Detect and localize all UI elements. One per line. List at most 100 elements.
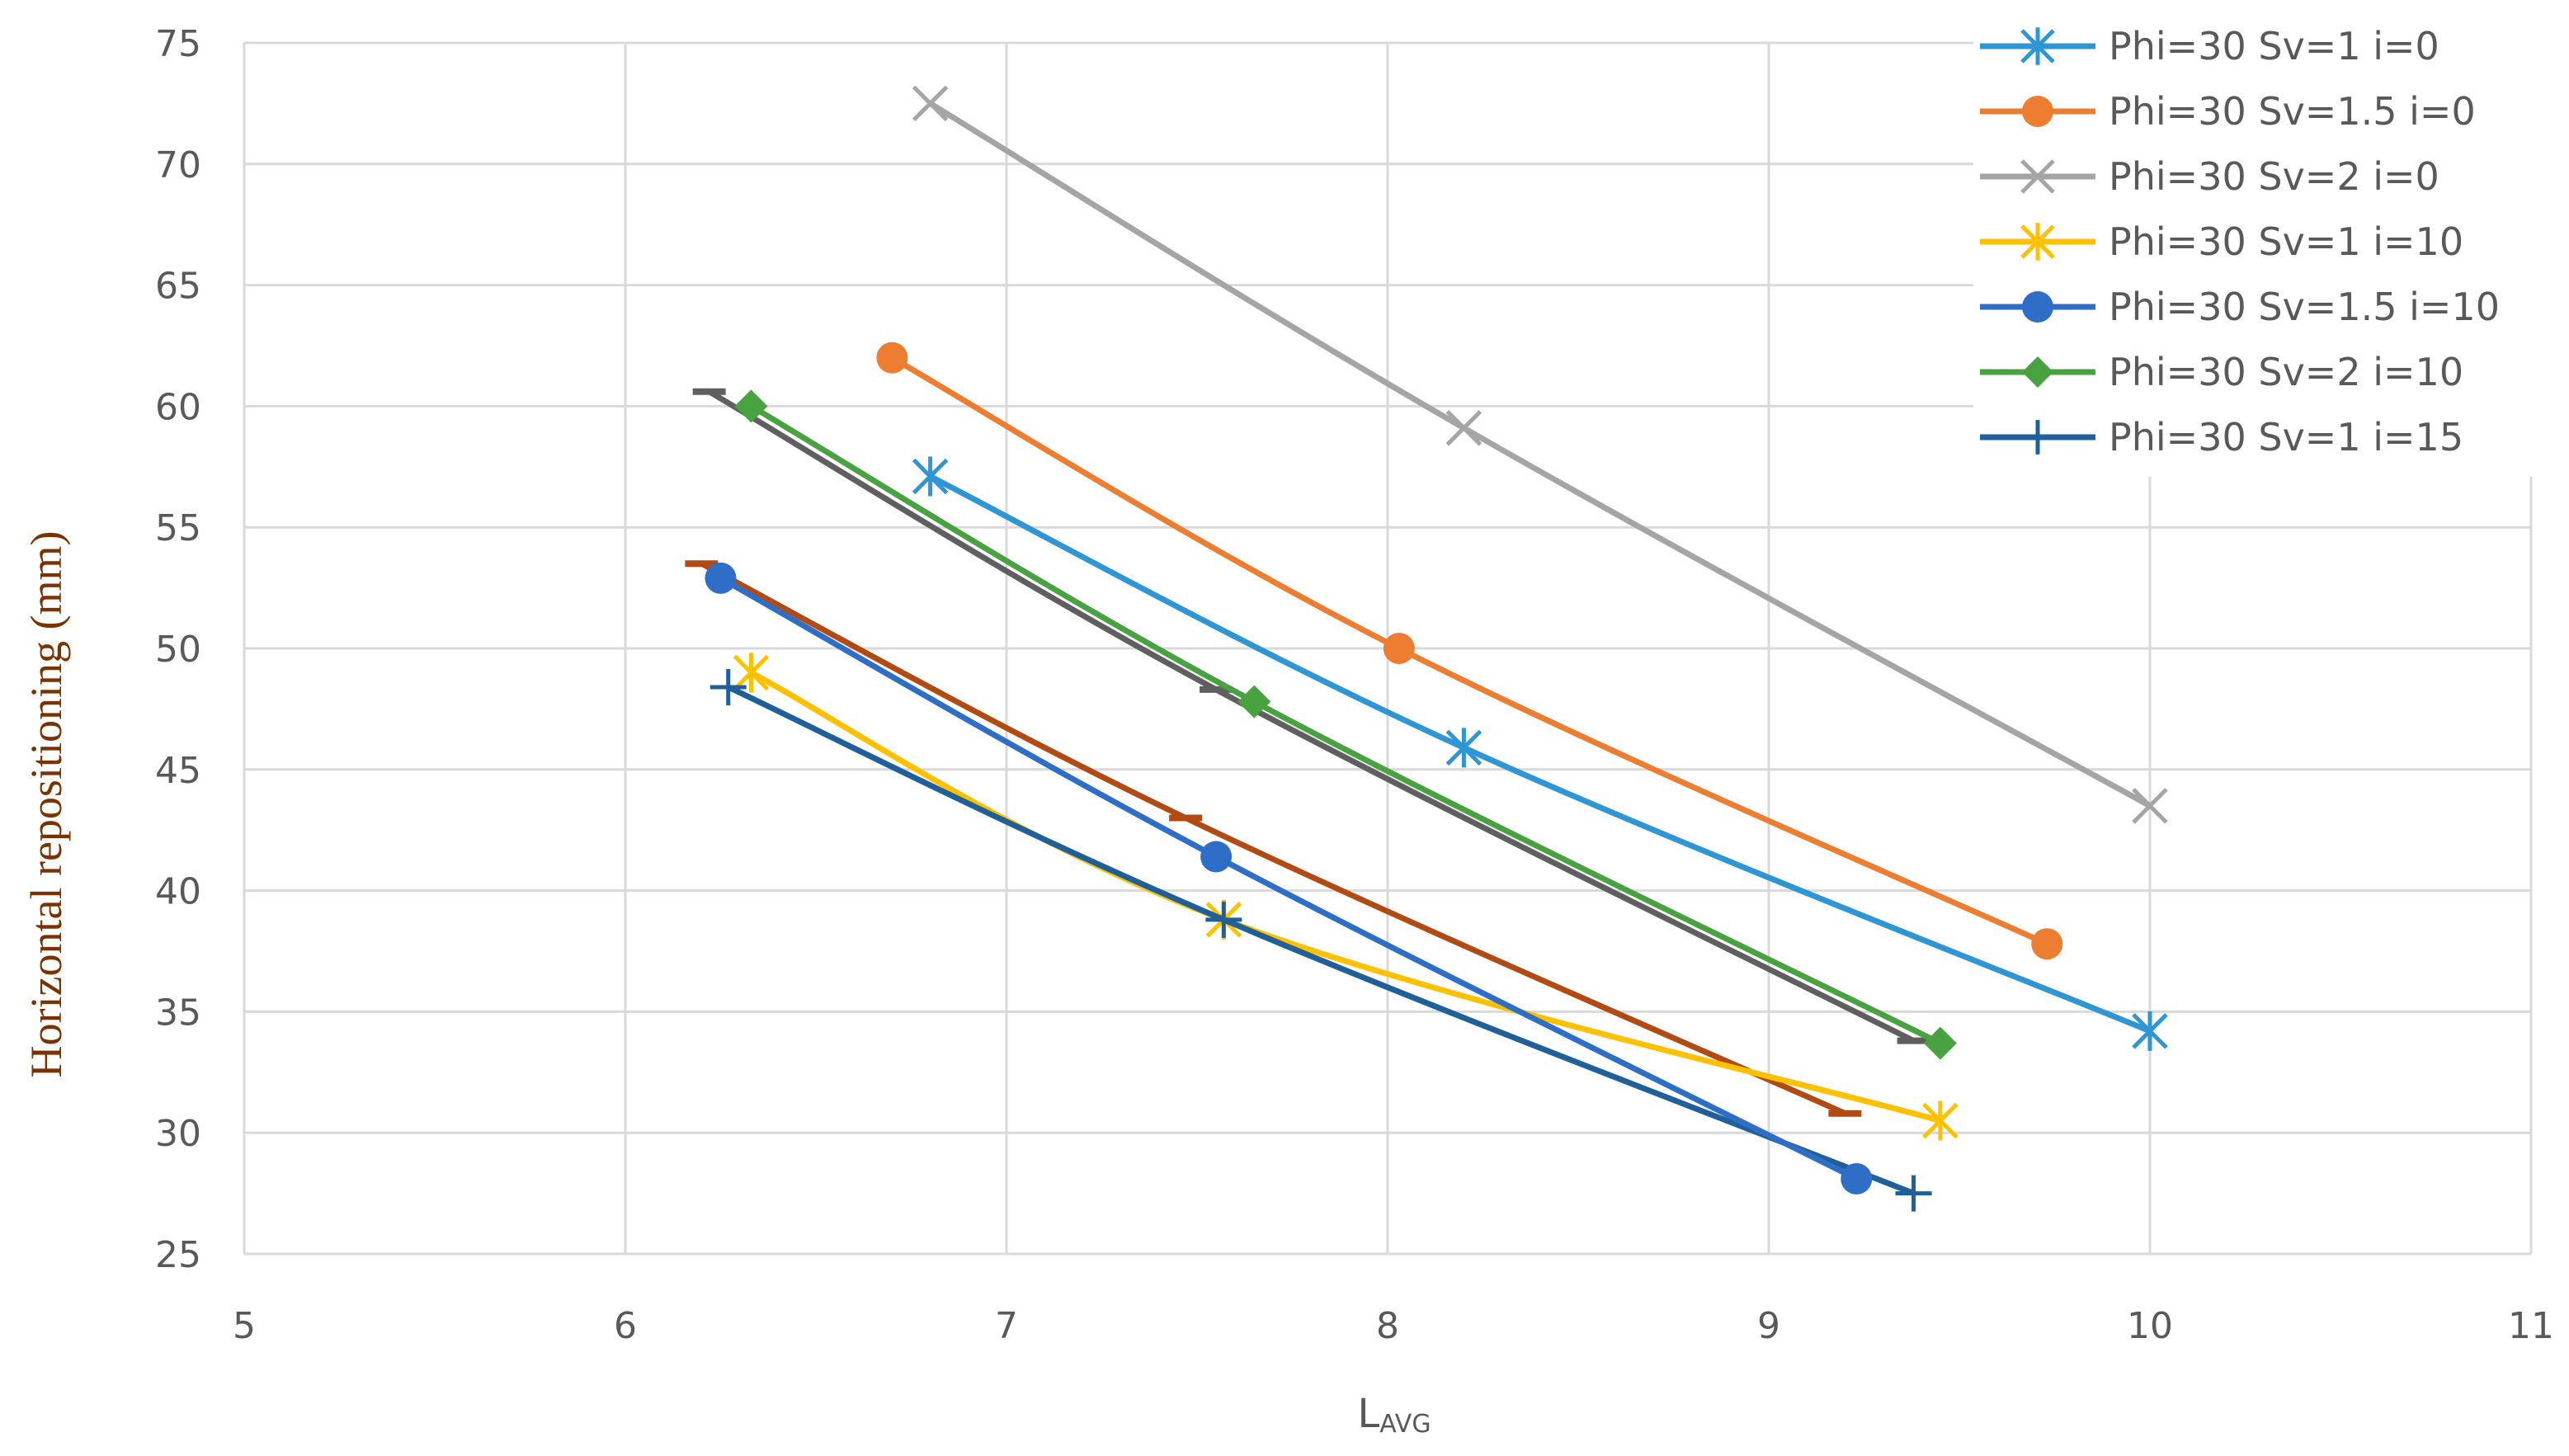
y-tick-label-1: 30 [155, 1113, 201, 1155]
series-line-7 [706, 389, 1917, 1044]
data-point-0-1-shape [1445, 728, 1482, 768]
data-point-5-0-shape [734, 389, 768, 423]
series-6 [709, 668, 1932, 1212]
data-point-5-2-shape [1923, 1026, 1957, 1060]
tick-labels: 25 30 35 40 45 50 55 60 65 70 75 5 6 7 8 9 10 11 [155, 23, 2554, 1347]
x-axis-label-sub: AVG [1379, 1410, 1431, 1439]
x-tick-label-3: 8 [1376, 1305, 1399, 1347]
y-tick-label-7: 60 [155, 386, 201, 428]
legend-swatch-marker-5-shape [2022, 356, 2053, 388]
legend-item-2: Phi=30 Sv=2 i=0 [1980, 154, 2439, 199]
data-point-1-1-shape [1383, 633, 1415, 664]
data-point-6-1-shape [1205, 901, 1242, 938]
legend-item-4: Phi=30 Sv=1.5 i=10 [1980, 285, 2500, 329]
legend-swatch-marker-6 [2020, 420, 2055, 455]
series-1 [876, 342, 2063, 960]
series-8 [685, 560, 1862, 1117]
data-point-5-1-shape [1237, 685, 1271, 719]
data-point-2-0 [912, 85, 949, 122]
legend-item-1: Phi=30 Sv=1.5 i=0 [1980, 89, 2476, 134]
legend-background [1973, 15, 2551, 477]
data-point-3-0-shape [733, 653, 770, 693]
series-line-2 [927, 100, 2153, 809]
series-2 [912, 85, 2168, 824]
x-tick-label-5: 10 [2127, 1305, 2173, 1347]
legend-swatch-marker-5 [2022, 356, 2053, 388]
x-axis-label: LAVG [1357, 1391, 1431, 1439]
data-point-2-2 [2132, 788, 2168, 824]
data-point-6-2-shape [1895, 1175, 1932, 1212]
series-line-0 [927, 474, 2153, 1034]
legend-label-4: Phi=30 Sv=1.5 i=10 [2109, 285, 2500, 329]
y-tick-label-5: 50 [155, 629, 201, 671]
data-point-1-2 [2031, 928, 2063, 960]
data-point-0-2 [2132, 1011, 2168, 1051]
y-axis-label: Horizontal repositioning (mm) [21, 531, 71, 1078]
legend-swatch-marker-1-shape [2022, 96, 2053, 127]
legend-label-0: Phi=30 Sv=1 i=0 [2109, 24, 2439, 68]
data-point-5-1 [1237, 685, 1271, 719]
data-point-0-0 [912, 456, 949, 497]
series-lines [685, 85, 2168, 1212]
data-point-5-0 [734, 389, 768, 423]
x-tick-label-1: 6 [614, 1305, 637, 1347]
data-point-1-2-shape [2031, 928, 2063, 960]
y-tick-label-8: 65 [155, 266, 201, 308]
data-point-0-1 [1445, 728, 1482, 768]
data-point-3-2 [1922, 1100, 1959, 1141]
legend-item-3: Phi=30 Sv=1 i=10 [1980, 219, 2463, 264]
y-tick-label-9: 70 [155, 144, 201, 186]
x-tick-label-0: 5 [233, 1305, 256, 1347]
data-point-4-2 [1841, 1162, 1873, 1194]
legend-label-2: Phi=30 Sv=2 i=0 [2109, 154, 2439, 199]
legend-item-0: Phi=30 Sv=1 i=0 [1980, 24, 2439, 68]
legend-item-6: Phi=30 Sv=1 i=15 [1980, 415, 2463, 459]
data-point-4-1-shape [1200, 841, 1233, 873]
y-tick-label-3: 40 [155, 871, 201, 913]
series-line-6 [725, 684, 1917, 1197]
data-point-2-0-shape [912, 85, 949, 122]
data-point-6-0 [709, 668, 747, 705]
legend-swatch-marker-4-shape [2022, 291, 2053, 323]
y-tick-label-4: 45 [155, 750, 201, 792]
legend-item-5: Phi=30 Sv=2 i=10 [1980, 350, 2463, 394]
legend-label-6: Phi=30 Sv=1 i=15 [2109, 415, 2463, 459]
legend: Phi=30 Sv=1 i=0 Phi=30 Sv=1.5 i=0 Phi=30 S… [1973, 15, 2551, 477]
legend-label-3: Phi=30 Sv=1 i=10 [2109, 219, 2463, 264]
legend-swatch-marker-2 [2020, 159, 2055, 194]
series-5 [734, 389, 1957, 1060]
data-point-3-2-shape [1922, 1100, 1959, 1141]
x-tick-label-2: 7 [995, 1305, 1018, 1347]
data-point-0-2-shape [2132, 1011, 2168, 1051]
legend-swatch-marker-4 [2022, 291, 2053, 323]
series-4 [705, 562, 1873, 1194]
legend-swatch-marker-3-shape [2020, 223, 2055, 261]
data-point-5-2 [1923, 1026, 1957, 1060]
data-point-1-1 [1383, 633, 1415, 664]
x-tick-label-4: 9 [1757, 1305, 1780, 1347]
data-point-1-0-shape [876, 342, 908, 374]
data-point-2-1 [1445, 410, 1482, 446]
data-point-3-0 [733, 653, 770, 693]
data-point-1-0 [876, 342, 908, 374]
data-point-4-0-shape [705, 562, 737, 594]
y-tick-label-2: 35 [155, 992, 201, 1034]
x-tick-label-6: 11 [2508, 1305, 2554, 1347]
x-axis-label-main: L [1357, 1391, 1379, 1437]
data-point-2-2-shape [2132, 788, 2168, 824]
legend-label-5: Phi=30 Sv=2 i=10 [2109, 350, 2463, 394]
data-point-6-1 [1205, 901, 1242, 938]
data-point-2-1-shape [1445, 410, 1482, 446]
legend-swatch-marker-0 [2020, 27, 2055, 65]
data-point-0-0-shape [912, 456, 949, 497]
data-point-4-1 [1200, 841, 1233, 873]
series-line-8 [698, 560, 1848, 1117]
series-0 [912, 456, 2168, 1051]
legend-swatch-marker-3 [2020, 223, 2055, 261]
y-tick-label-0: 25 [155, 1234, 201, 1276]
series-line-5 [747, 403, 1944, 1047]
legend-swatch-marker-1 [2022, 96, 2053, 127]
y-tick-label-6: 55 [155, 507, 201, 549]
data-point-4-2-shape [1841, 1162, 1873, 1194]
